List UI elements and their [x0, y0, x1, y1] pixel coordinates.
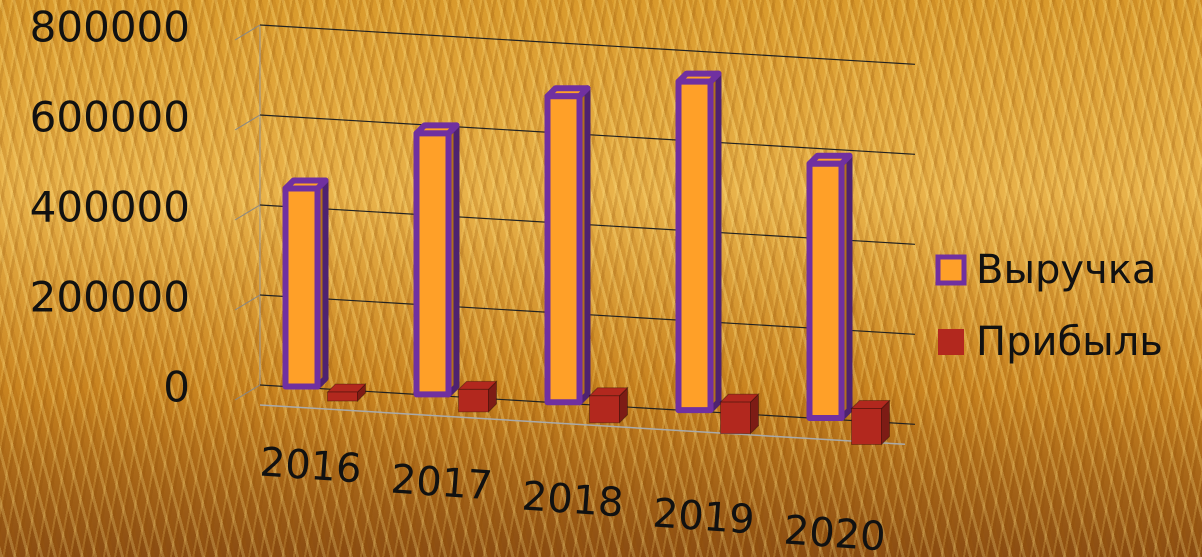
x-tick-label: 2017 [389, 457, 494, 510]
y-tick-label: 400000 [30, 183, 190, 232]
tick-mark [234, 294, 261, 311]
legend-swatch [938, 329, 964, 355]
axis-line [259, 404, 906, 446]
bar [850, 399, 891, 446]
bar-face [458, 388, 489, 413]
tick-mark [234, 204, 261, 221]
bar [806, 152, 853, 421]
bar [675, 70, 722, 414]
tick-mark [234, 384, 261, 401]
grid-line [259, 384, 916, 425]
bar [544, 85, 591, 406]
bar-face [851, 407, 882, 445]
y-tick-label: 0 [163, 363, 190, 412]
bar [413, 122, 460, 398]
bar [326, 382, 367, 403]
x-tick-label: 2016 [258, 440, 363, 493]
x-tick-label: 2018 [520, 474, 625, 527]
y-tick-label: 600000 [30, 93, 190, 142]
bar [282, 177, 329, 390]
bar-face [589, 395, 620, 424]
x-tick-label: 2020 [782, 508, 887, 557]
x-tick-label: 2019 [651, 491, 756, 544]
bar-face [675, 78, 714, 414]
legend-swatch [935, 254, 967, 286]
tick-mark [234, 24, 261, 41]
legend-label: Прибыль [976, 319, 1163, 365]
bar [719, 392, 760, 435]
bar [588, 386, 629, 424]
tick-mark [234, 114, 261, 131]
bar-face [720, 401, 751, 435]
bar [457, 380, 498, 414]
bar-face [413, 130, 452, 398]
bar-face [544, 93, 583, 406]
bar-face [282, 185, 321, 390]
legend-label: Выручка [976, 247, 1156, 293]
bar-face [806, 160, 845, 421]
y-tick-label: 800000 [30, 3, 190, 52]
grid-line [259, 24, 916, 65]
bar-face [327, 391, 358, 402]
y-tick-label: 200000 [30, 273, 190, 322]
